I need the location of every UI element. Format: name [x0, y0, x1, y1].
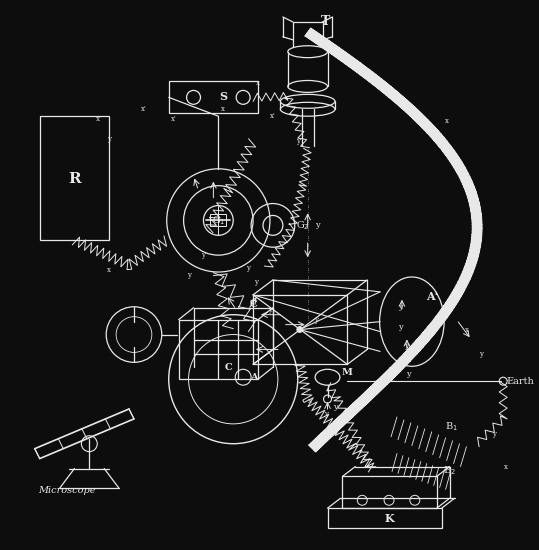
Bar	[342, 476, 437, 508]
Text: y: y	[315, 222, 320, 229]
Text: x: x	[222, 105, 225, 113]
Text: G$_2$: G$_2$	[296, 219, 309, 232]
Text: B$_1$: B$_1$	[445, 420, 458, 433]
Text: B$_2$: B$_2$	[443, 464, 456, 477]
Text: y: y	[186, 271, 191, 279]
Text: x': x'	[270, 112, 276, 120]
Text: y: y	[314, 316, 317, 323]
Text: y: y	[479, 350, 483, 359]
Text: Microscope: Microscope	[38, 486, 95, 495]
Bar	[169, 81, 258, 113]
Text: y: y	[398, 302, 402, 311]
Text: x: x	[445, 117, 448, 125]
Text: y: y	[492, 430, 496, 438]
Text: C: C	[249, 300, 257, 309]
Circle shape	[297, 327, 303, 333]
Text: y: y	[254, 278, 258, 286]
Text: y: y	[405, 343, 409, 350]
Text: C: C	[224, 363, 232, 372]
Text: x': x'	[141, 105, 147, 113]
Text: A': A'	[426, 292, 438, 302]
Text: K: K	[384, 513, 394, 524]
Text: M: M	[342, 368, 353, 377]
Bar	[178, 320, 258, 379]
Text: x': x'	[171, 115, 177, 123]
Text: G$_1$: G$_1$	[212, 214, 225, 227]
Text: y: y	[398, 323, 402, 331]
Text: x: x	[465, 326, 468, 334]
Text: T: T	[321, 15, 330, 29]
Text: Earth: Earth	[506, 377, 534, 386]
Bar	[210, 214, 226, 227]
Text: x': x'	[96, 115, 102, 123]
Text: y: y	[333, 403, 338, 411]
Text: x: x	[107, 266, 111, 274]
Text: y: y	[406, 370, 411, 378]
Text: y: y	[268, 306, 272, 313]
Text: y: y	[246, 264, 250, 272]
Text: x: x	[504, 463, 508, 471]
Bar	[328, 508, 441, 528]
Text: R: R	[68, 172, 81, 186]
Text: A: A	[250, 373, 258, 382]
Text: x: x	[256, 79, 260, 87]
Text: S: S	[219, 91, 227, 102]
Text: y: y	[323, 410, 328, 418]
Text: y: y	[296, 137, 300, 145]
Text: x: x	[308, 397, 312, 405]
Text: y: y	[202, 251, 205, 259]
Bar	[40, 116, 109, 240]
Text: y: y	[107, 135, 111, 143]
